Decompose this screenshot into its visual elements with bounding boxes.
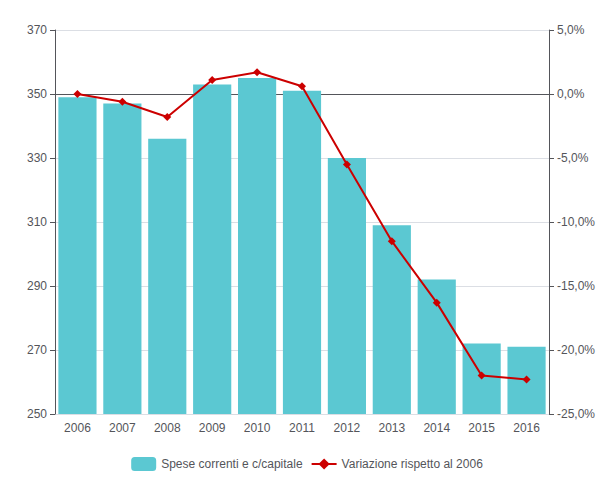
svg-text:2015: 2015 (468, 421, 495, 435)
svg-text:2007: 2007 (109, 421, 136, 435)
svg-text:-20,0%: -20,0% (557, 343, 595, 357)
svg-text:270: 270 (27, 343, 47, 357)
svg-text:2008: 2008 (154, 421, 181, 435)
svg-text:5,0%: 5,0% (557, 23, 585, 37)
svg-text:Spese correnti e c/capitale: Spese correnti e c/capitale (161, 457, 303, 471)
svg-text:-15,0%: -15,0% (557, 279, 595, 293)
svg-text:350: 350 (27, 87, 47, 101)
svg-text:2011: 2011 (289, 421, 315, 435)
svg-text:2014: 2014 (423, 421, 450, 435)
svg-text:2009: 2009 (199, 421, 226, 435)
svg-text:330: 330 (27, 151, 47, 165)
svg-text:0,0%: 0,0% (557, 87, 585, 101)
svg-text:2013: 2013 (378, 421, 405, 435)
svg-text:-5,0%: -5,0% (557, 151, 589, 165)
svg-text:370: 370 (27, 23, 47, 37)
svg-text:310: 310 (27, 215, 47, 229)
svg-text:290: 290 (27, 279, 47, 293)
svg-text:-10,0%: -10,0% (557, 215, 595, 229)
svg-text:2012: 2012 (334, 421, 361, 435)
svg-text:-25,0%: -25,0% (557, 407, 595, 421)
svg-text:2016: 2016 (513, 421, 540, 435)
svg-text:250: 250 (27, 407, 47, 421)
svg-text:2006: 2006 (64, 421, 91, 435)
svg-text:2010: 2010 (244, 421, 271, 435)
svg-text:Variazione rispetto al 2006: Variazione rispetto al 2006 (342, 457, 484, 471)
